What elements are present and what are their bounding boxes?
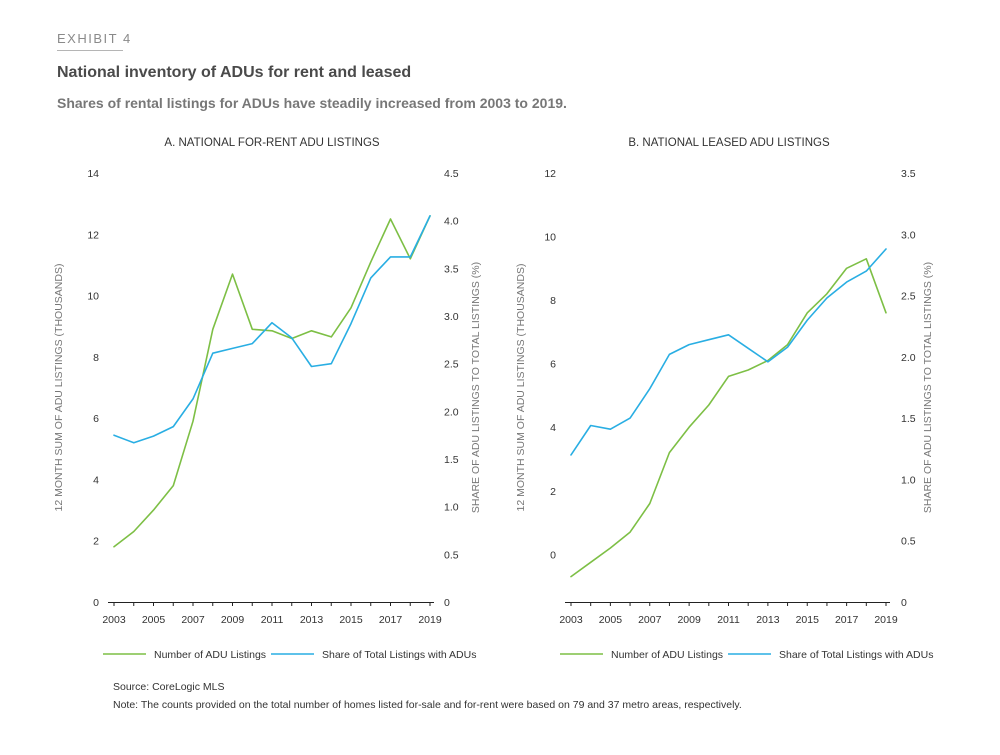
panel-a-left-tick-label: 2: [93, 536, 99, 548]
panel-a-right-tick-label: 4.0: [444, 216, 459, 228]
panel-a-x-tick-label: 2003: [102, 614, 126, 626]
panel-a-legend-label-share-listings: Share of Total Listings with ADUs: [322, 649, 476, 661]
panel-a-left-tick-label: 4: [93, 474, 99, 486]
panel-a-x-tick-label: 2009: [221, 614, 245, 626]
panel-b-title: B. NATIONAL LEASED ADU LISTINGS: [628, 137, 830, 149]
panel-b-left-tick-label: 4: [550, 422, 556, 434]
panel-a-left-tick-label: 10: [87, 291, 99, 303]
panel-b-x-tick-label: 2015: [796, 614, 820, 626]
panel-a-right-tick-label: 2.5: [444, 359, 459, 371]
panel-a-series-share-listings-line: [113, 215, 431, 444]
exhibit-label: EXHIBIT 4: [57, 31, 132, 46]
panel-b-x-tick-label: 2005: [599, 614, 623, 626]
panel-b-right-tick-label: 1.0: [901, 474, 916, 486]
panel-a-right-tick-label: 4.5: [444, 168, 459, 180]
panel-b-left-tick-label: 8: [550, 295, 556, 307]
panel-a-x-tick-label: 2013: [300, 614, 324, 626]
panel-b-right-tick-label: 2.0: [901, 352, 916, 364]
panel-b-left-tick-label: 2: [550, 486, 556, 498]
panel-a-legend-label-adu-listings: Number of ADU Listings: [154, 649, 266, 661]
panel-b-legend-label-adu-listings: Number of ADU Listings: [611, 649, 723, 661]
panel-a-left-tick-label: 6: [93, 413, 99, 425]
panel-a-right-tick-label: 0.5: [444, 549, 459, 561]
panel-b-series-share-listings-line: [570, 248, 887, 456]
panel-b-left-tick-label: 6: [550, 359, 556, 371]
panel-a-left-tick-label: 0: [93, 597, 99, 609]
panel-a-left-tick-label: 8: [93, 352, 99, 364]
panel-a-right-tick-label: 3.5: [444, 263, 459, 275]
panel-a-x-tick-label: 2005: [142, 614, 166, 626]
panel-a-left-axis-title: 12 MONTH SUM OF ADU LISTINGS (THOUSANDS): [53, 264, 65, 512]
panel-b-right-axis-title: SHARE OF ADU LISTINGS TO TOTAL LISTINGS …: [922, 262, 934, 513]
panel-a-x-tick-label: 2015: [339, 614, 363, 626]
source-note: Source: CoreLogic MLS: [113, 681, 225, 693]
panel-b-x-tick-label: 2011: [717, 614, 740, 626]
panel-a-x-tick-label: 2019: [418, 614, 442, 626]
panel-b-right-tick-label: 2.5: [901, 291, 916, 303]
panel-a-x-tick-label: 2007: [181, 614, 205, 626]
panel-a-right-tick-label: 2.0: [444, 406, 459, 418]
panel-a-right-tick-label: 3.0: [444, 311, 459, 323]
panel-b-x-tick-label: 2003: [559, 614, 583, 626]
panel-b-legend-label-share-listings: Share of Total Listings with ADUs: [779, 649, 933, 661]
panel-a-left-tick-label: 14: [87, 168, 99, 180]
panel-b-left-tick-label: 12: [544, 168, 556, 180]
panel-a-left-tick-label: 12: [87, 229, 99, 241]
panel-a-right-axis-title: SHARE OF ADU LISTINGS TO TOTAL LISTINGS …: [470, 262, 482, 513]
panel-b-left-tick-label: 0: [550, 549, 556, 561]
panel-b-right-tick-label: 0.5: [901, 536, 916, 548]
panel-b-left-axis-title: 12 MONTH SUM OF ADU LISTINGS (THOUSANDS): [515, 264, 527, 512]
panel-b-right-tick-label: 3.5: [901, 168, 916, 180]
panel-a-right-tick-label: 1.5: [444, 454, 459, 466]
panel-a-right-tick-label: 1.0: [444, 502, 459, 514]
panel-b-right-tick-label: 1.5: [901, 413, 916, 425]
panel-b-left-tick-label: 10: [544, 232, 556, 244]
panel-a-x-tick-label: 2011: [261, 614, 284, 626]
panel-b-x-tick-label: 2007: [638, 614, 662, 626]
panel-b-x-tick-label: 2013: [756, 614, 780, 626]
panel-b-right-tick-label: 3.0: [901, 229, 916, 241]
panel-a-right-tick-label: 0: [444, 597, 450, 609]
panel-a-title: A. NATIONAL FOR-RENT ADU LISTINGS: [164, 137, 380, 149]
panel-b-x-tick-label: 2019: [874, 614, 898, 626]
figure-subtitle: Shares of rental listings for ADUs have …: [57, 95, 567, 111]
panel-b-x-tick-label: 2017: [835, 614, 859, 626]
panel-b-series-adu-listings-line: [570, 257, 887, 578]
figure-title: National inventory of ADUs for rent and …: [57, 64, 412, 81]
panel-b-right-tick-label: 0: [901, 597, 907, 609]
footnote: Note: The counts provided on the total n…: [113, 699, 742, 711]
panel-b-x-tick-label: 2009: [677, 614, 701, 626]
exhibit-divider: [57, 50, 123, 51]
panel-a-x-tick-label: 2017: [379, 614, 403, 626]
panel-a-series-adu-listings-line: [113, 215, 431, 548]
